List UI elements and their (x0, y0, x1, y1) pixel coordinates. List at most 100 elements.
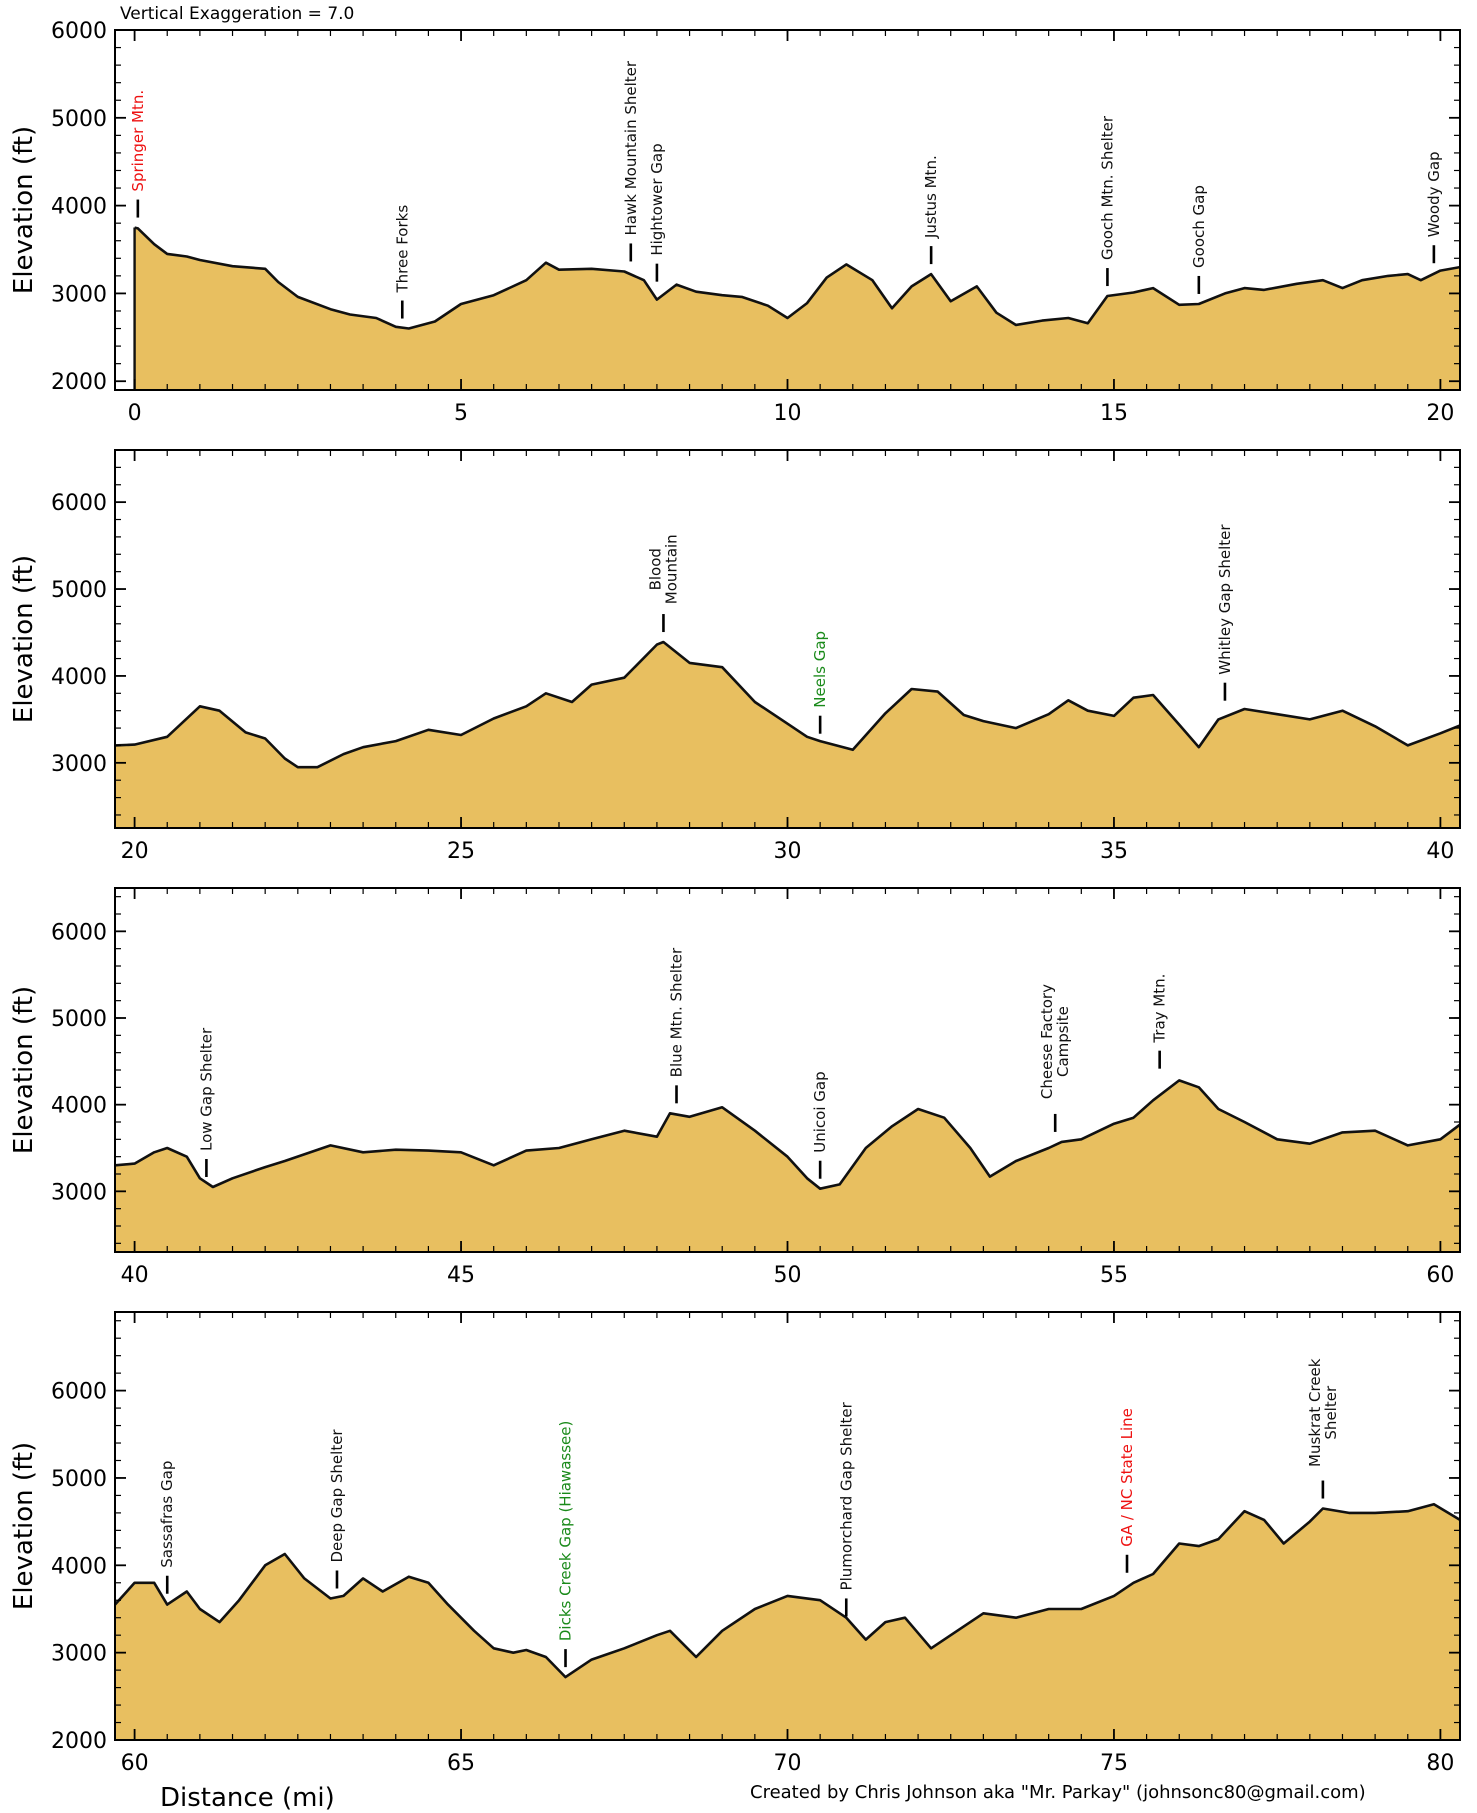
waypoint-label: Cheese FactoryCampsite (1038, 984, 1072, 1099)
waypoint-label: Muskrat CreekShelter (1306, 1358, 1340, 1467)
x-tick-label: 30 (774, 839, 802, 864)
x-tick-label: 25 (447, 839, 475, 864)
waypoint-label: Low Gap Shelter (197, 1027, 215, 1151)
x-tick-label: 50 (774, 1263, 802, 1288)
waypoint-label-line: Unicoi Gap (811, 1071, 829, 1152)
y-tick-label: 5000 (51, 107, 107, 132)
waypoint-label: Neels Gap (811, 631, 829, 708)
chart-panel-2: 20 25 30 35 40 3000 4000 5000 6000 Elevation (ft)… (9, 449, 1461, 864)
x-tick-label: 60 (121, 1751, 149, 1776)
y-tick-label: 6000 (51, 19, 107, 44)
elevation-line (115, 1079, 1460, 1190)
vertical-exaggeration-note: Vertical Exaggeration = 7.0 (120, 4, 355, 24)
waypoint-label-line: Sassafras Gap (158, 1461, 176, 1568)
y-tick-label: 4000 (51, 195, 107, 220)
x-tick-label: 10 (774, 401, 802, 426)
waypoint-label: Plumorchard Gap Shelter (837, 1401, 855, 1590)
waypoint-label-line: Neels Gap (811, 631, 829, 708)
waypoint-label-line: Shelter (1322, 1385, 1340, 1440)
waypoint-label-line: Gooch Mtn. Shelter (1098, 115, 1116, 260)
waypoint-label: Three Forks (393, 205, 411, 294)
x-tick-label: 45 (447, 1263, 475, 1288)
waypoint-label-line: Hawk Mountain Shelter (622, 60, 640, 235)
waypoint-label: Unicoi Gap (811, 1071, 829, 1152)
waypoint-label: Dicks Creek Gap (Hiawassee) (557, 1421, 575, 1641)
waypoint-label-line: Gooch Gap (1190, 185, 1208, 268)
y-tick-label: 5000 (51, 1467, 107, 1492)
waypoint-label-line: GA / NC State Line (1118, 1408, 1136, 1547)
credit-text: Created by Chris Johnson aka "Mr. Parkay… (750, 1782, 1366, 1803)
waypoint-label: Deep Gap Shelter (328, 1429, 346, 1563)
y-tick-label: 3000 (51, 752, 107, 777)
waypoint-label-line: Deep Gap Shelter (328, 1429, 346, 1563)
y-axis-label: Elevation (ft) (9, 1442, 39, 1610)
waypoint-label-line: Low Gap Shelter (197, 1027, 215, 1151)
y-tick-label: 3000 (51, 282, 107, 307)
x-tick-label: 40 (121, 1263, 149, 1288)
y-tick-label: 4000 (51, 665, 107, 690)
waypoint-label-line: Three Forks (393, 205, 411, 294)
x-tick-label: 15 (1100, 401, 1128, 426)
x-tick-label: 65 (447, 1751, 475, 1776)
chart-panel-1: 0 5 10 15 20 2000 3000 4000 5000 6000 Elevation (f… (9, 19, 1461, 426)
y-tick-label: 6000 (51, 1380, 107, 1405)
y-tick-label: 6000 (51, 491, 107, 516)
y-tick-label: 2000 (51, 1729, 107, 1754)
waypoint-label-line: Hightower Gap (648, 143, 666, 255)
waypoint-label: Blue Mtn. Shelter (668, 947, 686, 1077)
y-tick-label: 3000 (51, 1180, 107, 1205)
elevation-line (134, 226, 1460, 330)
waypoint-label-line: Mountain (662, 534, 680, 604)
waypoint-label: Gooch Mtn. Shelter (1098, 115, 1116, 260)
y-axis-label: Elevation (ft) (9, 555, 39, 723)
waypoint-label-line: Muskrat Creek (1306, 1358, 1324, 1467)
x-tick-label: 0 (128, 401, 142, 426)
chart-panel-3: 40 45 50 55 60 3000 4000 5000 6000 Elevation (ft)… (9, 887, 1461, 1288)
waypoint-label-line: Cheese Factory (1038, 984, 1056, 1099)
x-tick-label: 40 (1426, 839, 1454, 864)
elevation-line (115, 640, 1460, 769)
x-tick-label: 70 (774, 1751, 802, 1776)
elevation-area (115, 1080, 1460, 1252)
waypoint-label: BloodMountain (646, 534, 680, 604)
waypoint-label-line: Tray Mtn. (1151, 974, 1169, 1044)
waypoint-label: Hightower Gap (648, 143, 666, 255)
waypoint-label-line: Springer Mtn. (129, 90, 147, 192)
waypoint-label: Sassafras Gap (158, 1461, 176, 1568)
x-tick-label: 75 (1100, 1751, 1128, 1776)
waypoint-label: Tray Mtn. (1151, 974, 1169, 1044)
elevation-line (115, 1502, 1460, 1679)
x-tick-label: 20 (121, 839, 149, 864)
y-tick-label: 3000 (51, 1642, 107, 1667)
y-tick-label: 4000 (51, 1554, 107, 1579)
waypoint-label-line: Plumorchard Gap Shelter (837, 1401, 855, 1590)
waypoint-label-line: Woody Gap (1425, 151, 1443, 237)
waypoint-label-line: Blood (646, 548, 664, 590)
waypoint-label-line: Campsite (1054, 1006, 1072, 1077)
y-tick-label: 4000 (51, 1094, 107, 1119)
waypoint-label: Justus Mtn. (922, 155, 940, 239)
y-tick-label: 6000 (51, 920, 107, 945)
x-tick-label: 80 (1426, 1751, 1454, 1776)
x-tick-label: 20 (1426, 401, 1454, 426)
waypoint-label: GA / NC State Line (1118, 1408, 1136, 1547)
waypoint-label: Hawk Mountain Shelter (622, 60, 640, 235)
elevation-area (115, 1504, 1460, 1740)
chart-panel-4: 60 65 70 75 80 2000 3000 4000 5000 6000 Elevation … (9, 1311, 1461, 1776)
x-tick-label: 35 (1100, 839, 1128, 864)
waypoint-label: Whitley Gap Shelter (1216, 524, 1234, 675)
y-tick-label: 2000 (51, 370, 107, 395)
waypoint-label-line: Dicks Creek Gap (Hiawassee) (557, 1421, 575, 1641)
x-axis-label: Distance (mi) (160, 1783, 335, 1813)
y-axis-label: Elevation (ft) (9, 126, 39, 294)
elevation-area (134, 227, 1460, 390)
x-tick-label: 5 (454, 401, 468, 426)
elevation-area (115, 642, 1460, 828)
y-tick-label: 5000 (51, 578, 107, 603)
waypoint-label: Springer Mtn. (129, 90, 147, 192)
y-axis-label: Elevation (ft) (9, 986, 39, 1154)
waypoint-label-line: Blue Mtn. Shelter (668, 947, 686, 1077)
waypoint-label: Gooch Gap (1190, 185, 1208, 268)
waypoint-label-line: Justus Mtn. (922, 155, 940, 239)
